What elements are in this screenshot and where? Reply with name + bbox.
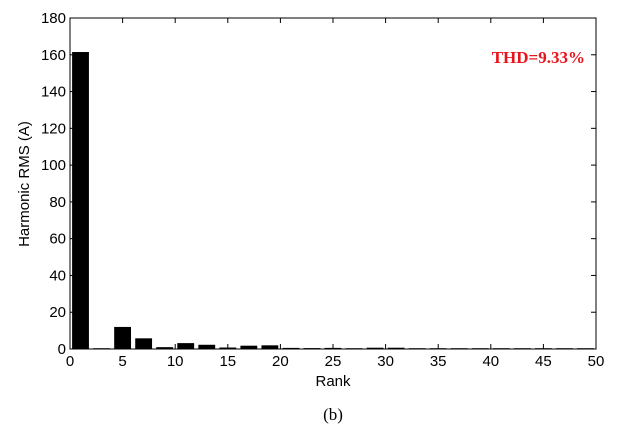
x-tick-label: 25 <box>325 353 342 370</box>
x-tick-label: 10 <box>167 353 184 370</box>
y-tick-label: 80 <box>49 194 66 211</box>
bar-rank-39 <box>471 348 489 349</box>
y-tick-label: 60 <box>49 231 66 248</box>
y-tick-label: 140 <box>41 84 66 101</box>
bar-rank-1 <box>72 52 89 350</box>
bar-rank-21 <box>282 347 300 349</box>
x-tick-label: 20 <box>272 353 289 370</box>
bar-rank-11 <box>177 343 195 349</box>
bar-rank-27 <box>345 348 363 349</box>
bar-rank-47 <box>556 348 573 349</box>
x-tick-label: 5 <box>118 353 126 370</box>
bar-rank-17 <box>240 345 258 349</box>
bar-rank-43 <box>513 348 531 349</box>
x-tick-label: 15 <box>219 353 236 370</box>
y-tick-label: 120 <box>41 120 66 137</box>
y-tick-label: 180 <box>41 10 66 27</box>
y-tick-label: 20 <box>49 304 66 321</box>
plot-frame <box>69 17 597 350</box>
bar-rank-13 <box>198 344 216 349</box>
bar-rank-37 <box>450 348 468 349</box>
bar-rank-49 <box>577 348 594 349</box>
bar-rank-33 <box>408 348 426 349</box>
bar-rank-3 <box>93 348 110 349</box>
x-tick-label: 0 <box>66 353 74 370</box>
x-tick-label: 45 <box>535 353 552 370</box>
y-tick-label: 40 <box>49 267 66 284</box>
x-tick-label: 35 <box>430 353 447 370</box>
bar-rank-23 <box>303 348 321 349</box>
bar-rank-29 <box>366 347 384 349</box>
y-tick-label: 0 <box>58 341 66 358</box>
y-tick-label: 160 <box>41 47 66 64</box>
x-axis-title: Rank <box>315 373 351 390</box>
figure-caption: (b) <box>323 405 343 424</box>
x-tick-label: 50 <box>588 353 605 370</box>
bar-rank-19 <box>261 345 279 349</box>
y-tick-label: 100 <box>41 157 66 174</box>
plot-layer: 0 5 10 15 20 25 30 35 40 45 50 0 20 40 60 80 100 120 140 16… <box>41 10 604 370</box>
bar-rank-5 <box>114 326 132 349</box>
x-tick-label: 40 <box>482 353 499 370</box>
x-tick-label: 30 <box>377 353 394 370</box>
bar-rank-9 <box>156 347 174 349</box>
y-axis-title: Harmonic RMS (A) <box>16 121 33 247</box>
bar-rank-31 <box>387 347 405 349</box>
bar-rank-41 <box>492 348 510 349</box>
bar-rank-7 <box>135 338 153 349</box>
thd-annotation: THD=9.33% <box>492 48 585 67</box>
